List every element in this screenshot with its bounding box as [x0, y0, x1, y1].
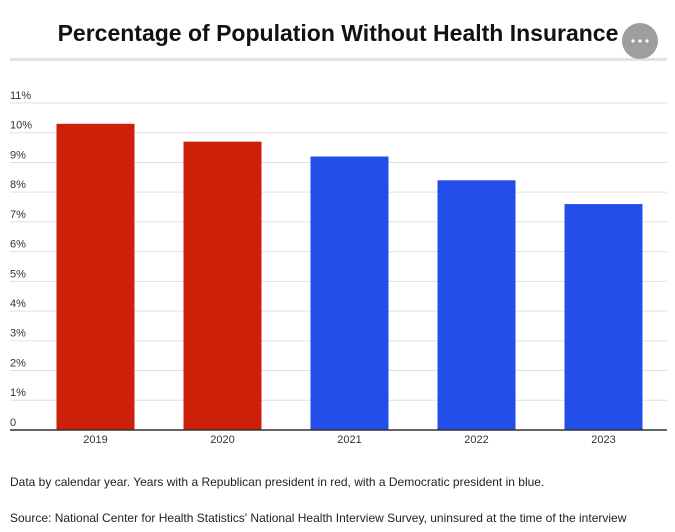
y-tick-label: 0 [10, 417, 16, 429]
bar [310, 156, 389, 430]
x-tick-label: 2021 [337, 434, 361, 446]
x-tick-label: 2019 [83, 434, 107, 446]
y-tick-label: 6% [10, 239, 26, 251]
y-tick-label: 8% [10, 179, 26, 191]
y-tick-label: 3% [10, 328, 26, 340]
menu-button[interactable] [622, 23, 658, 59]
x-tick-label: 2020 [210, 434, 234, 446]
y-tick-label: 7% [10, 209, 26, 221]
y-tick-label: 4% [10, 298, 26, 310]
y-tick-label: 11% [10, 90, 31, 102]
bar [564, 204, 643, 430]
y-tick-label: 5% [10, 268, 26, 280]
bar [56, 123, 135, 431]
x-tick-label: 2023 [591, 434, 615, 446]
y-tick-label: 9% [10, 149, 26, 161]
y-tick-label: 1% [10, 387, 26, 399]
x-tick-label: 2022 [464, 434, 488, 446]
bar [437, 180, 516, 430]
y-tick-label: 10% [10, 120, 32, 132]
menu-dot [645, 39, 649, 43]
source: Source: National Center for Health Stati… [10, 511, 627, 525]
menu-dot [638, 39, 642, 43]
note: Data by calendar year. Years with a Repu… [10, 475, 544, 489]
chart-title: Percentage of Population Without Health … [58, 20, 619, 46]
title-rule [10, 58, 667, 61]
y-tick-label: 2% [10, 357, 26, 369]
bar [183, 141, 262, 431]
menu-dot [631, 39, 635, 43]
